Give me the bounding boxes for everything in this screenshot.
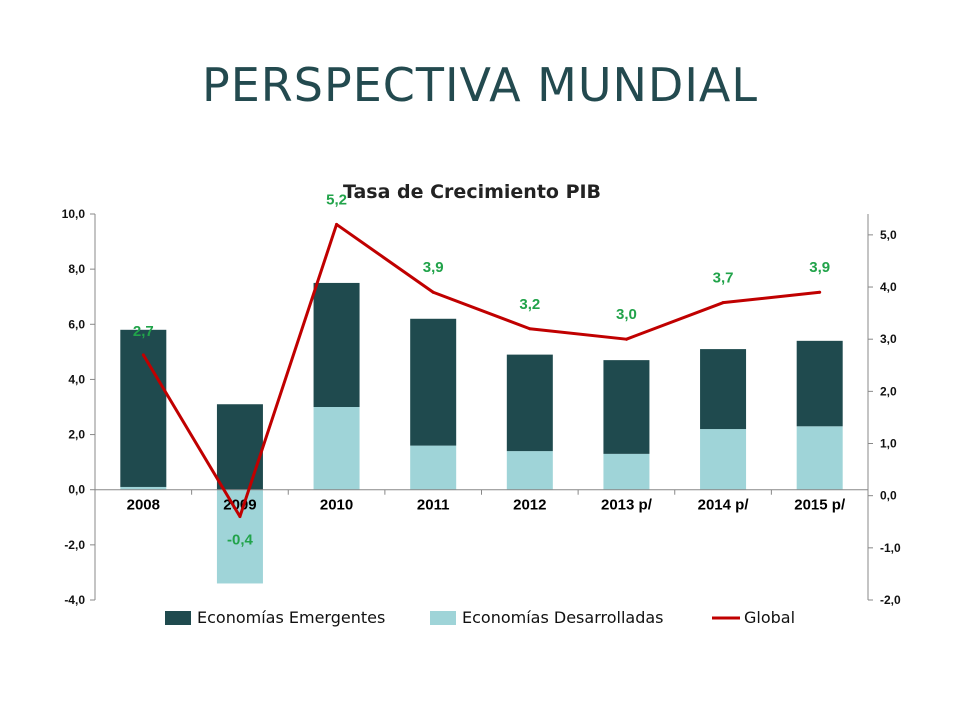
x-tick-label: 2010 bbox=[320, 497, 353, 514]
bar-developed bbox=[410, 445, 457, 490]
slide-title: PERSPECTIVA MUNDIAL bbox=[201, 58, 759, 112]
legend-swatch-emerging bbox=[165, 611, 191, 625]
bar-emerging bbox=[603, 360, 650, 454]
bar-developed bbox=[700, 429, 747, 490]
bar-developed bbox=[506, 451, 553, 490]
y-right-tick-label: 1,0 bbox=[880, 437, 897, 451]
y-left-tick-label: -2,0 bbox=[64, 538, 85, 552]
bar-developed bbox=[120, 486, 167, 490]
y-right-tick-label: 5,0 bbox=[880, 228, 897, 242]
global-point bbox=[721, 301, 725, 305]
y-left-tick-label: 0,0 bbox=[68, 483, 85, 497]
bar-developed bbox=[216, 489, 263, 584]
bar-emerging bbox=[796, 340, 843, 427]
global-data-label: 3,2 bbox=[519, 296, 540, 313]
global-point bbox=[624, 337, 628, 341]
global-point bbox=[238, 515, 242, 519]
bar-emerging bbox=[313, 282, 360, 407]
y-right-tick-label: 0,0 bbox=[880, 489, 897, 503]
bar-developed bbox=[603, 453, 650, 490]
global-data-label: 3,0 bbox=[616, 306, 637, 323]
y-left-tick-label: 6,0 bbox=[68, 317, 85, 331]
global-data-label: 3,9 bbox=[423, 259, 444, 276]
global-data-label: 3,7 bbox=[713, 270, 734, 287]
x-tick-label: 2013 p/ bbox=[601, 497, 653, 514]
y-right-tick-label: 3,0 bbox=[880, 332, 897, 346]
legend-label-developed: Economías Desarrolladas bbox=[462, 608, 664, 627]
y-left-tick-label: 4,0 bbox=[68, 372, 85, 386]
y-left-tick-label: 8,0 bbox=[68, 262, 85, 276]
y-left-tick-label: 2,0 bbox=[68, 428, 85, 442]
bar-developed bbox=[313, 407, 360, 490]
bar-emerging bbox=[410, 318, 457, 446]
legend-label-emerging: Economías Emergentes bbox=[197, 608, 385, 627]
chart-title: Tasa de Crecimiento PIB bbox=[343, 181, 601, 203]
global-point bbox=[141, 353, 145, 357]
legend-swatch-developed bbox=[430, 611, 456, 625]
legend-label-global: Global bbox=[744, 608, 795, 627]
y-right-tick-label: -2,0 bbox=[880, 593, 901, 607]
global-data-label: 3,9 bbox=[809, 259, 830, 276]
global-line bbox=[142, 222, 820, 519]
x-tick-label: 2008 bbox=[127, 497, 160, 514]
global-point bbox=[528, 327, 532, 331]
x-tick-label: 2014 p/ bbox=[698, 497, 750, 514]
bar-emerging bbox=[700, 349, 747, 430]
y-right-tick-label: -1,0 bbox=[880, 541, 901, 555]
bar-emerging bbox=[216, 404, 263, 490]
y-right-tick-label: 4,0 bbox=[880, 280, 897, 294]
y-right-tick-label: 2,0 bbox=[880, 384, 897, 398]
global-point bbox=[431, 290, 435, 294]
y-left-tick-label: -4,0 bbox=[64, 593, 85, 607]
global-point bbox=[335, 222, 339, 226]
global-data-label: 5,2 bbox=[326, 191, 347, 208]
y-left-tick-label: 10,0 bbox=[62, 207, 86, 221]
global-data-label: 2,7 bbox=[133, 323, 154, 340]
global-data-label: -0,4 bbox=[227, 532, 254, 549]
global-point bbox=[818, 290, 822, 294]
x-tick-label: 2011 bbox=[417, 497, 450, 514]
bar-emerging bbox=[506, 354, 553, 452]
bar-developed bbox=[796, 426, 843, 490]
x-tick-label: 2012 bbox=[513, 497, 546, 514]
x-tick-label: 2015 p/ bbox=[794, 497, 846, 514]
